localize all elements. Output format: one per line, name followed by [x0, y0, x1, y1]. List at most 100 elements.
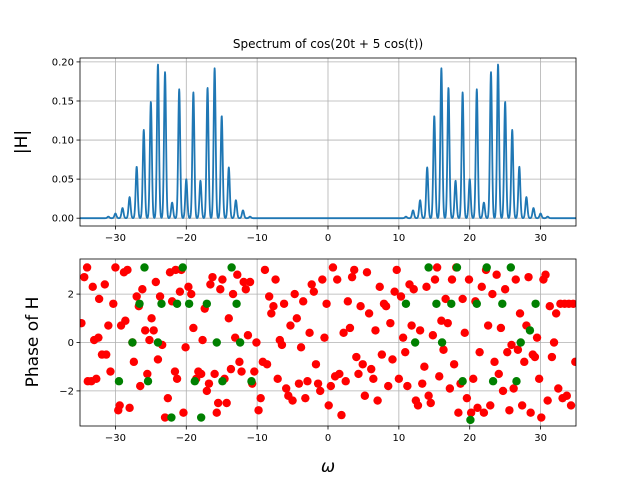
phase-point: [326, 381, 336, 391]
phase-point: [367, 364, 376, 374]
phase-point: [458, 294, 467, 304]
phase-point: [125, 403, 134, 413]
phase-point: [381, 302, 391, 311]
phase-point: [483, 321, 493, 330]
phase-point: [129, 357, 139, 367]
phase-point: [377, 350, 387, 359]
phase-point: [335, 369, 344, 379]
phase-point: [386, 318, 395, 328]
phase-point: [121, 316, 130, 325]
spectrum-magnitude-plot: Spectrum of cos(20t + 5 cos(t)) −30 −20 −1…: [12, 37, 577, 244]
phase-point: [371, 326, 380, 335]
phase-point: [466, 415, 475, 425]
phase-point: [482, 263, 491, 272]
phase-point: [294, 379, 304, 388]
phase-point: [392, 265, 401, 275]
phase-point: [475, 347, 484, 357]
phase-point: [384, 381, 393, 391]
phase-point: [345, 323, 355, 333]
phase-point: [313, 379, 323, 388]
phase-point: [277, 340, 287, 350]
phase-y-tick-label: 2: [68, 290, 74, 301]
phase-point: [109, 299, 118, 308]
phase-scatter-points: [80, 263, 576, 425]
phase-y-tick-label: −2: [59, 386, 74, 397]
phase-point: [512, 377, 521, 386]
phase-point: [498, 386, 508, 396]
phase-point: [358, 360, 367, 369]
phase-point: [350, 265, 359, 275]
phase-point: [426, 398, 435, 408]
phase-point: [252, 338, 261, 347]
spectrum-ticks: −30 −20 −10 0 10 20 30 0.00 0.05 0.10 0.15 0.20: [52, 57, 547, 244]
phase-point: [307, 280, 316, 289]
phase-point: [439, 345, 448, 354]
phase-point: [415, 326, 425, 335]
phase-point: [80, 272, 89, 282]
phase-point: [373, 396, 382, 405]
phase-point: [153, 338, 163, 347]
phase-point: [530, 352, 540, 362]
spectrum-y-tick-label: 0.10: [52, 136, 74, 147]
phase-point: [407, 321, 416, 330]
phase-point: [458, 377, 467, 386]
phase-point: [454, 408, 463, 417]
phase-point: [153, 355, 163, 364]
phase-point: [354, 369, 363, 379]
phase-point: [235, 357, 244, 367]
phase-point: [473, 403, 482, 413]
phase-point: [123, 265, 132, 275]
phase-point: [264, 292, 274, 301]
phase-point: [534, 374, 544, 383]
phase-point: [437, 316, 446, 325]
phase-point: [88, 282, 97, 292]
phase-point: [239, 277, 248, 287]
phase-point: [184, 282, 193, 292]
phase-point: [149, 326, 158, 335]
phase-point: [132, 292, 141, 301]
phase-point: [241, 285, 251, 294]
phase-point: [410, 338, 420, 347]
spectrum-x-tick-label: 20: [463, 233, 476, 244]
phase-point: [441, 294, 450, 304]
phase-point: [213, 398, 223, 408]
phase-plot: −30 −20 −10 0 10 20 30−202 Phase of H ω: [23, 258, 577, 477]
phase-point: [202, 299, 212, 308]
phase-point: [462, 393, 472, 403]
phase-point: [424, 391, 433, 400]
phase-point: [235, 338, 245, 347]
phase-point: [136, 381, 145, 391]
phase-point: [435, 372, 444, 381]
phase-point: [140, 326, 150, 335]
phase-point: [155, 292, 165, 301]
phase-point: [243, 331, 253, 340]
phase-point: [507, 340, 516, 350]
phase-point: [181, 343, 190, 352]
phase-point: [428, 331, 438, 340]
phase-point: [140, 263, 149, 272]
phase-point: [424, 263, 433, 272]
phase-point: [477, 282, 486, 292]
phase-point: [115, 401, 124, 410]
phase-point: [256, 393, 265, 403]
phase-point: [290, 289, 299, 299]
phase-point: [413, 401, 423, 410]
phase-point: [245, 277, 255, 287]
phase-point: [311, 360, 321, 369]
phase-point: [288, 396, 297, 405]
phase-point: [128, 338, 137, 347]
phase-point: [111, 263, 120, 272]
phase-point: [279, 299, 289, 308]
phase-point: [545, 302, 554, 311]
phase-point: [526, 408, 535, 417]
phase-point: [227, 263, 236, 272]
phase-point: [554, 384, 563, 393]
phase-point: [226, 364, 236, 374]
phase-point: [179, 408, 188, 417]
phase-point: [228, 289, 238, 299]
phase-point: [516, 338, 525, 347]
phase-point: [488, 377, 498, 386]
phase-ylabel: Phase of H: [23, 297, 43, 388]
phase-point: [568, 299, 576, 308]
phase-point: [151, 277, 161, 287]
